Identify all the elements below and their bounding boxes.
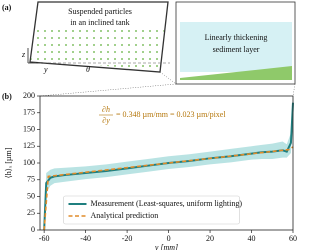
legend-label: Measurement (Least-squares, uniform ligh… xyxy=(91,199,243,208)
tank-label: in an inclined tank xyxy=(70,18,129,27)
y-tick-label: 175 xyxy=(23,108,35,117)
y-tick-label: 100 xyxy=(23,158,35,167)
x-tick-label: -40 xyxy=(80,234,91,243)
series-line xyxy=(43,146,294,231)
x-tick-label: -20 xyxy=(122,234,133,243)
y-tick-label: 50 xyxy=(27,191,35,200)
zoom-line xyxy=(39,83,177,97)
angle: θ xyxy=(86,65,90,74)
x-tick-label: -60 xyxy=(39,234,50,243)
inset-label: sediment layer xyxy=(213,45,260,54)
zoom-line xyxy=(159,71,177,85)
x-tick-label: 60 xyxy=(289,234,297,243)
x-axis-label: y [mm] xyxy=(154,243,178,250)
annotation-den: ∂y xyxy=(102,116,110,125)
panel-label: (a) xyxy=(2,3,12,12)
inset-frame xyxy=(175,1,296,85)
y-tick-label: 25 xyxy=(27,208,35,217)
inset-fluid xyxy=(180,22,292,72)
axis-y: y xyxy=(43,65,48,74)
x-tick-label: 40 xyxy=(248,234,256,243)
x-tick-label: 0 xyxy=(167,234,171,243)
panel-label: (b) xyxy=(2,92,12,101)
figure: (a) z y θ Suspended particles in an incl… xyxy=(2,1,297,250)
legend-label: Analytical prediction xyxy=(91,211,159,220)
annotation-text: = 0.348 µm/mm = 0.023 µm/pixel xyxy=(116,110,226,119)
legend-box xyxy=(63,195,240,225)
axis-z: z xyxy=(21,50,26,59)
y-tick-label: 150 xyxy=(23,124,35,133)
sediment xyxy=(180,66,292,80)
y-axis-label: ⟨h⟩ₓ [µm] xyxy=(4,147,13,178)
y-tick-label: 200 xyxy=(23,91,35,100)
y-tick-label: 75 xyxy=(27,175,35,184)
inset-label: Linearly thickening xyxy=(205,33,268,42)
zoom-line xyxy=(292,83,296,97)
tank-label: Suspended particles xyxy=(68,7,132,16)
annotation-num: ∂h xyxy=(102,105,110,114)
particles xyxy=(31,30,164,70)
y-tick-label: 125 xyxy=(23,141,35,150)
y-tick-label: 0 xyxy=(31,225,35,234)
x-tick-label: 20 xyxy=(206,234,214,243)
